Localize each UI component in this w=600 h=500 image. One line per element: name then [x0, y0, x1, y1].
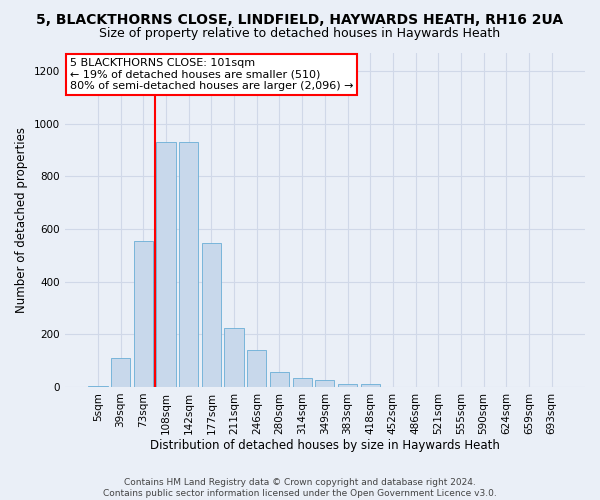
Bar — [202, 244, 221, 387]
Text: 5 BLACKTHORNS CLOSE: 101sqm
← 19% of detached houses are smaller (510)
80% of se: 5 BLACKTHORNS CLOSE: 101sqm ← 19% of det… — [70, 58, 353, 90]
Bar — [111, 358, 130, 387]
Y-axis label: Number of detached properties: Number of detached properties — [15, 126, 28, 312]
Bar — [293, 378, 312, 387]
Bar — [157, 142, 176, 387]
Bar — [134, 241, 153, 387]
Bar — [247, 350, 266, 387]
Text: Contains HM Land Registry data © Crown copyright and database right 2024.
Contai: Contains HM Land Registry data © Crown c… — [103, 478, 497, 498]
Bar — [88, 386, 107, 387]
Bar — [361, 384, 380, 387]
Text: Size of property relative to detached houses in Haywards Heath: Size of property relative to detached ho… — [100, 28, 500, 40]
Bar — [270, 372, 289, 387]
Bar — [315, 380, 334, 387]
Bar — [224, 328, 244, 387]
X-axis label: Distribution of detached houses by size in Haywards Heath: Distribution of detached houses by size … — [150, 440, 500, 452]
Bar — [338, 384, 357, 387]
Bar — [179, 142, 199, 387]
Text: 5, BLACKTHORNS CLOSE, LINDFIELD, HAYWARDS HEATH, RH16 2UA: 5, BLACKTHORNS CLOSE, LINDFIELD, HAYWARD… — [37, 12, 563, 26]
